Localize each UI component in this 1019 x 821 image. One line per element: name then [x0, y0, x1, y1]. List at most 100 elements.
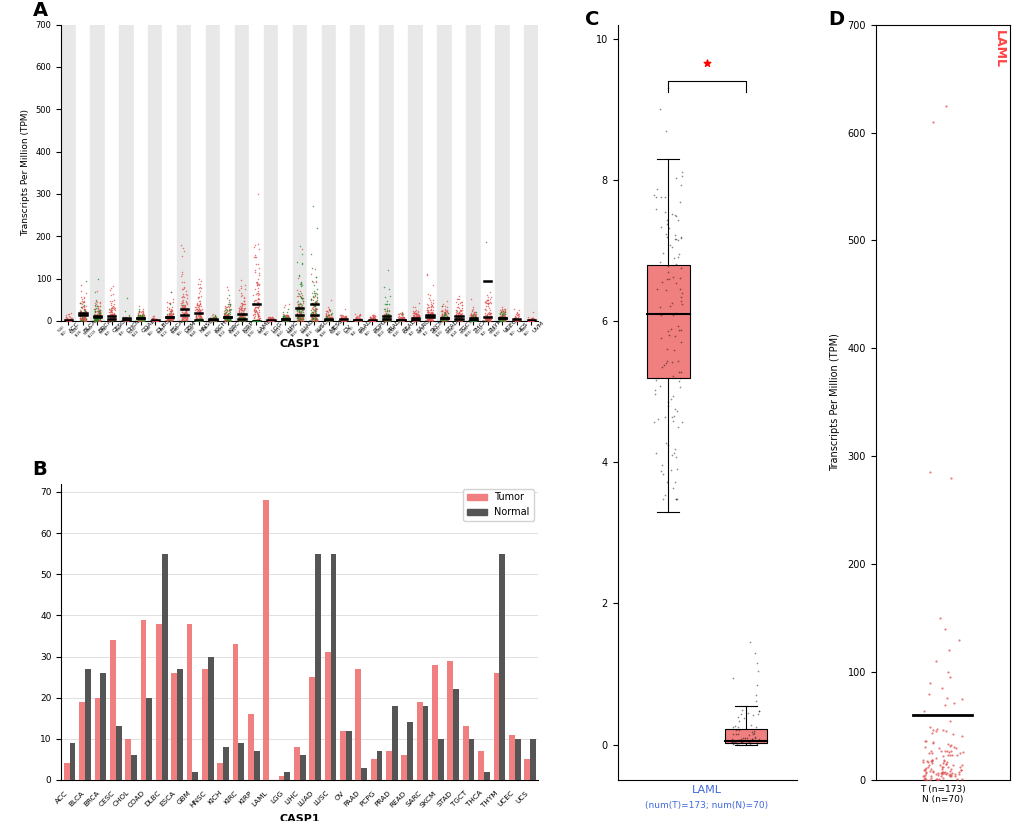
Point: [189, 314, 205, 327]
Point: [347, 313, 364, 326]
Point: [424, 300, 440, 313]
Point: [57, 313, 73, 326]
Point: [491, 314, 507, 328]
Point: [941, 769, 957, 782]
Point: [378, 313, 394, 326]
Point: [219, 312, 235, 325]
Point: [247, 310, 263, 323]
Point: [277, 314, 293, 327]
Point: [133, 313, 150, 326]
Point: [467, 313, 483, 326]
Point: [523, 314, 539, 327]
Point: [424, 293, 440, 306]
Point: [462, 307, 478, 320]
Point: [308, 310, 324, 323]
Point: [658, 213, 675, 227]
Point: [493, 310, 510, 323]
Point: [379, 313, 395, 326]
Point: [652, 332, 668, 345]
Point: [654, 492, 671, 505]
Point: [321, 304, 337, 317]
Point: [421, 288, 437, 301]
Point: [520, 310, 536, 323]
Point: [158, 300, 174, 314]
Point: [88, 305, 104, 318]
Point: [464, 314, 480, 328]
Point: [292, 277, 309, 290]
Point: [92, 314, 108, 327]
Point: [672, 323, 688, 337]
Point: [920, 759, 936, 772]
X-axis label: CASP1: CASP1: [279, 339, 320, 349]
Point: [337, 314, 354, 327]
Point: [405, 308, 421, 321]
Point: [218, 303, 234, 316]
Point: [91, 314, 107, 327]
Point: [424, 314, 440, 328]
Point: [667, 232, 684, 245]
Point: [294, 303, 311, 316]
Point: [234, 311, 251, 324]
Point: [319, 313, 335, 326]
Point: [465, 314, 481, 327]
Point: [337, 310, 354, 323]
Point: [448, 310, 465, 323]
Point: [236, 312, 253, 325]
Point: [145, 314, 161, 328]
Point: [164, 306, 180, 319]
Point: [304, 274, 320, 287]
Point: [92, 314, 108, 327]
Point: [191, 314, 207, 327]
Point: [216, 314, 232, 328]
Point: [104, 311, 120, 324]
Point: [263, 313, 279, 326]
Point: [289, 314, 306, 327]
Point: [376, 313, 392, 326]
Point: [491, 310, 507, 323]
Point: [320, 311, 336, 324]
Point: [145, 314, 161, 327]
Point: [448, 312, 465, 325]
Point: [381, 312, 397, 325]
Point: [336, 314, 353, 328]
Point: [434, 314, 450, 327]
Point: [135, 306, 151, 319]
Point: [231, 301, 248, 314]
Point: [246, 308, 262, 321]
Point: [279, 314, 296, 327]
Point: [660, 238, 677, 251]
Point: [102, 313, 118, 326]
Point: [405, 310, 421, 323]
Point: [235, 310, 252, 323]
Point: [206, 313, 222, 326]
Point: [220, 310, 236, 323]
Point: [89, 305, 105, 318]
Point: [352, 314, 368, 327]
Point: [89, 309, 105, 322]
Bar: [105, 25, 119, 321]
Point: [173, 305, 190, 318]
Point: [135, 313, 151, 326]
Point: [333, 313, 350, 326]
Point: [318, 313, 334, 326]
Point: [245, 314, 261, 328]
Point: [130, 313, 147, 326]
Point: [942, 749, 958, 762]
Point: [208, 313, 224, 326]
Point: [450, 305, 467, 319]
Point: [130, 314, 147, 327]
Point: [246, 314, 262, 328]
Point: [420, 310, 436, 323]
Point: [380, 312, 396, 325]
Point: [410, 310, 426, 323]
Point: [946, 768, 962, 781]
Point: [247, 306, 263, 319]
Point: [505, 303, 522, 316]
Point: [103, 306, 119, 319]
Point: [173, 238, 190, 251]
Bar: [309, 677, 315, 780]
Point: [219, 298, 235, 311]
Point: [294, 314, 311, 328]
Point: [522, 314, 538, 327]
Point: [363, 312, 379, 325]
